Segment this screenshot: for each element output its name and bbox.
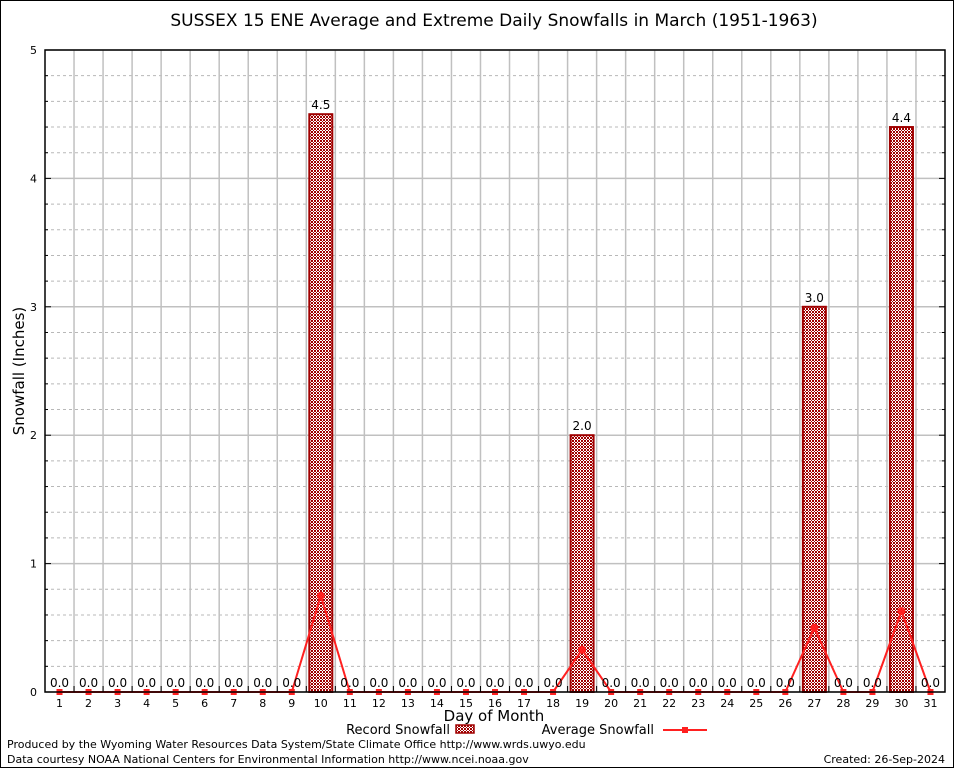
x-tick-label: 21 [633, 697, 647, 710]
bar-value-label: 0.0 [544, 676, 563, 690]
x-tick-label: 26 [778, 697, 792, 710]
x-tick-label: 13 [401, 697, 415, 710]
y-tick-label: 0 [30, 686, 37, 699]
x-tick-label: 23 [691, 697, 705, 710]
x-tick-label: 6 [201, 697, 208, 710]
x-tick-label: 7 [230, 697, 237, 710]
x-tick-label: 25 [749, 697, 763, 710]
y-tick-label: 1 [30, 558, 37, 571]
x-tick-label: 10 [314, 697, 328, 710]
x-tick-label: 8 [259, 697, 266, 710]
bar-value-label: 0.0 [456, 676, 475, 690]
x-tick-label: 2 [85, 697, 92, 710]
x-tick-label: 22 [662, 697, 676, 710]
bar-value-label: 0.0 [921, 676, 940, 690]
bar-value-label: 0.0 [398, 676, 417, 690]
average-point [810, 623, 819, 632]
x-tick-label: 27 [807, 697, 821, 710]
bar-value-label: 2.0 [573, 419, 592, 433]
bar-value-label: 0.0 [631, 676, 650, 690]
bar-value-label: 0.0 [50, 676, 69, 690]
chart-title: SUSSEX 15 ENE Average and Extreme Daily … [170, 11, 817, 31]
x-tick-label: 17 [517, 697, 531, 710]
x-tick-label: 5 [172, 697, 179, 710]
bar-value-label: 0.0 [282, 676, 301, 690]
bar-value-label: 3.0 [805, 291, 824, 305]
bar-value-label: 0.0 [369, 676, 388, 690]
bar-value-label: 0.0 [660, 676, 679, 690]
x-tick-label: 30 [894, 697, 908, 710]
record-bar [801, 305, 827, 693]
data-labels: 0.0 0.0 0.0 0.0 0.0 0.0 0.0 0.0 0.0 4.5 0.0 0.0 0.0 0… [50, 98, 940, 690]
bar-value-label: 0.0 [195, 676, 214, 690]
bar-value-label: 0.0 [689, 676, 708, 690]
footer-created: Created: 26-Sep-2024 [824, 753, 945, 766]
bar-value-label: 0.0 [427, 676, 446, 690]
x-tick-label: 16 [488, 697, 502, 710]
y-tick-label: 3 [30, 301, 37, 314]
x-tick-label: 11 [343, 697, 357, 710]
footer-produced-by: Produced by the Wyoming Water Resources … [7, 738, 586, 751]
average-point [316, 591, 325, 600]
bar-value-label: 0.0 [747, 676, 766, 690]
x-tick-label: 12 [372, 697, 386, 710]
x-tick-label: 18 [546, 697, 560, 710]
x-axis-label: Day of Month [444, 707, 545, 725]
legend-record-swatch [455, 724, 475, 734]
x-tick-label: 15 [459, 697, 473, 710]
legend-average-marker [682, 727, 688, 733]
legend: Record Snowfall Average Snowfall [346, 723, 707, 738]
bars [308, 113, 914, 694]
bar-value-label: 0.0 [79, 676, 98, 690]
bar-value-label: 4.4 [892, 111, 911, 125]
legend-average-label: Average Snowfall [542, 723, 654, 738]
x-tick-label: 28 [836, 697, 850, 710]
x-tick-label: 4 [143, 697, 150, 710]
x-tick-label: 14 [430, 697, 444, 710]
bar-value-label: 0.0 [602, 676, 621, 690]
bar-value-label: 0.0 [776, 676, 795, 690]
bar-value-label: 0.0 [137, 676, 156, 690]
bar-value-label: 0.0 [253, 676, 272, 690]
x-tick-label: 19 [575, 697, 589, 710]
bar-value-label: 0.0 [108, 676, 127, 690]
x-tick-label: 24 [720, 697, 734, 710]
x-tick-label: 29 [865, 697, 879, 710]
average-point [578, 645, 587, 654]
bar-value-label: 4.5 [311, 98, 330, 112]
x-tick-label: 1 [56, 697, 63, 710]
x-tick-label: 20 [604, 697, 618, 710]
y-tick-label: 2 [30, 429, 37, 442]
bar-value-label: 0.0 [340, 676, 359, 690]
bar-value-label: 0.0 [718, 676, 737, 690]
y-axis-label: Snowfall (Inches) [10, 307, 28, 435]
plot-frame [44, 49, 946, 693]
bar-value-label: 0.0 [224, 676, 243, 690]
bar-value-label: 0.0 [834, 676, 853, 690]
bar-value-label: 0.0 [863, 676, 882, 690]
x-tick-label: 31 [923, 697, 937, 710]
bar-value-label: 0.0 [514, 676, 533, 690]
average-point [897, 607, 906, 616]
record-bar [308, 113, 334, 693]
bar-value-label: 0.0 [166, 676, 185, 690]
y-tick-label: 4 [30, 172, 37, 185]
legend-record-label: Record Snowfall [346, 723, 450, 738]
x-tick-label: 9 [288, 697, 295, 710]
x-tick-label: 3 [114, 697, 121, 710]
bar-value-label: 0.0 [485, 676, 504, 690]
y-tick-label: 5 [30, 44, 37, 57]
footer-courtesy: Data courtesy NOAA National Centers for … [7, 753, 529, 766]
